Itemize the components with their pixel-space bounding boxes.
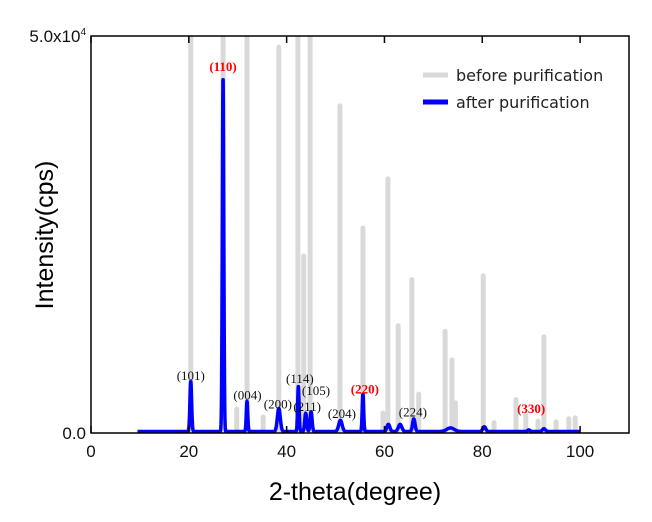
- peak-annotations: (101) (110) (004)(200) (114)(105)(211) (204)…: [177, 59, 546, 421]
- legend-label-before: before purification: [456, 66, 603, 85]
- peak-label: (114): [286, 371, 314, 386]
- x-tick-label: 100: [566, 442, 594, 461]
- x-axis-ticks: 0 20 40 60 80 100: [86, 36, 594, 461]
- y-tick-bottom: 0.0: [62, 424, 86, 443]
- legend-label-after: after purification: [456, 93, 590, 112]
- peak-label: (220): [351, 381, 379, 396]
- plot-frame: [90, 35, 630, 434]
- y-axis-title: Intensity(cps): [31, 161, 59, 310]
- peak-label: (101): [177, 368, 205, 383]
- legend: before purification after purification: [423, 66, 603, 112]
- after-curve: [135, 77, 582, 433]
- peak-label: (110): [209, 59, 236, 74]
- x-tick-label: 0: [86, 442, 95, 461]
- x-tick-label: 80: [473, 442, 492, 461]
- peak-label: (211): [293, 399, 321, 414]
- peak-label: (204): [328, 406, 356, 421]
- peak-label: (330): [517, 401, 545, 416]
- series-after-purification: [135, 77, 582, 433]
- peak-label: (224): [399, 404, 427, 419]
- peak-label: (004): [233, 388, 261, 403]
- x-tick-label: 20: [179, 442, 198, 461]
- x-axis-title: 2-theta(degree): [269, 478, 441, 506]
- peak-label: (105): [302, 383, 330, 398]
- x-tick-label: 60: [375, 442, 394, 461]
- y-tick-top: 5.0x104: [29, 27, 86, 46]
- x-tick-label: 40: [277, 442, 296, 461]
- peak-label: (200): [264, 396, 292, 411]
